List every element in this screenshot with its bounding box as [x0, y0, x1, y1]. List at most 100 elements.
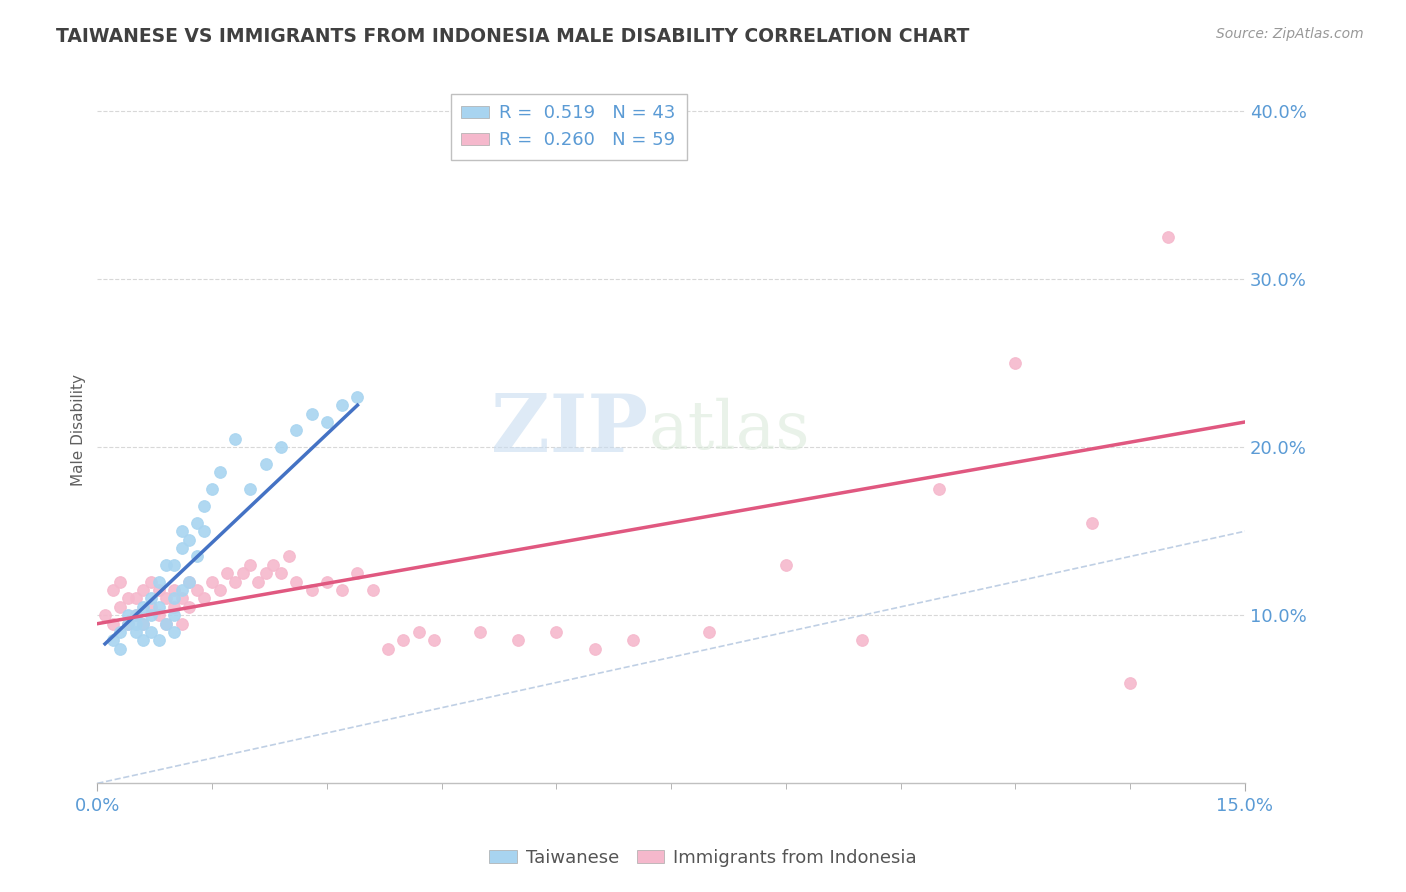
Point	[117, 591, 139, 606]
Point	[232, 566, 254, 581]
Point	[186, 516, 208, 530]
Point	[508, 633, 530, 648]
Point	[315, 574, 337, 589]
Point	[193, 591, 215, 606]
Point	[170, 583, 193, 598]
Point	[239, 558, 262, 572]
Point	[110, 574, 132, 589]
Point	[1157, 230, 1180, 244]
Point	[132, 633, 155, 648]
Point	[139, 599, 162, 614]
Point	[254, 457, 277, 471]
Point	[148, 583, 170, 598]
Point	[193, 499, 215, 513]
Point	[170, 591, 193, 606]
Point	[239, 482, 262, 496]
Point	[247, 574, 270, 589]
Point	[179, 599, 201, 614]
Point	[110, 641, 132, 656]
Point	[163, 591, 186, 606]
Point	[124, 625, 146, 640]
Point	[139, 625, 162, 640]
Point	[301, 407, 323, 421]
Point	[546, 625, 568, 640]
Point	[1004, 356, 1026, 370]
Point	[132, 616, 155, 631]
Point	[208, 466, 231, 480]
Point	[186, 549, 208, 564]
Point	[217, 566, 239, 581]
Text: TAIWANESE VS IMMIGRANTS FROM INDONESIA MALE DISABILITY CORRELATION CHART: TAIWANESE VS IMMIGRANTS FROM INDONESIA M…	[56, 27, 970, 45]
Point	[699, 625, 721, 640]
Point	[179, 533, 201, 547]
Point	[139, 591, 162, 606]
Point	[346, 566, 368, 581]
Point	[179, 574, 201, 589]
Point	[124, 616, 146, 631]
Point	[110, 625, 132, 640]
Point	[468, 625, 491, 640]
Point	[423, 633, 446, 648]
Legend: Taiwanese, Immigrants from Indonesia: Taiwanese, Immigrants from Indonesia	[482, 842, 924, 874]
Point	[148, 599, 170, 614]
Point	[851, 633, 873, 648]
Point	[148, 574, 170, 589]
Text: ZIP: ZIP	[491, 392, 648, 469]
Point	[117, 616, 139, 631]
Point	[148, 608, 170, 623]
Point	[163, 599, 186, 614]
Point	[124, 608, 146, 623]
Point	[208, 583, 231, 598]
Point	[155, 616, 177, 631]
Point	[110, 599, 132, 614]
Point	[139, 608, 162, 623]
Point	[270, 566, 292, 581]
Point	[132, 599, 155, 614]
Point	[301, 583, 323, 598]
Point	[1119, 675, 1142, 690]
Point	[170, 541, 193, 555]
Point	[330, 398, 353, 412]
Point	[277, 549, 299, 564]
Point	[163, 558, 186, 572]
Point	[583, 641, 606, 656]
Point	[201, 482, 224, 496]
Point	[148, 633, 170, 648]
Point	[101, 583, 124, 598]
Point	[155, 591, 177, 606]
Point	[392, 633, 415, 648]
Point	[170, 616, 193, 631]
Legend: R =  0.519   N = 43, R =  0.260   N = 59: R = 0.519 N = 43, R = 0.260 N = 59	[451, 94, 686, 161]
Point	[101, 633, 124, 648]
Point	[315, 415, 337, 429]
Point	[170, 524, 193, 539]
Point	[361, 583, 384, 598]
Point	[124, 591, 146, 606]
Point	[101, 616, 124, 631]
Point	[377, 641, 399, 656]
Point	[193, 524, 215, 539]
Point	[621, 633, 644, 648]
Point	[346, 390, 368, 404]
Point	[179, 574, 201, 589]
Point	[1081, 516, 1104, 530]
Point	[201, 574, 224, 589]
Point	[224, 574, 246, 589]
Point	[330, 583, 353, 598]
Point	[928, 482, 950, 496]
Point	[155, 558, 177, 572]
Point	[262, 558, 284, 572]
Point	[117, 608, 139, 623]
Point	[155, 616, 177, 631]
Point	[186, 583, 208, 598]
Text: Source: ZipAtlas.com: Source: ZipAtlas.com	[1216, 27, 1364, 41]
Point	[775, 558, 797, 572]
Point	[94, 608, 117, 623]
Point	[163, 625, 186, 640]
Point	[254, 566, 277, 581]
Point	[285, 424, 308, 438]
Point	[285, 574, 308, 589]
Point	[124, 608, 146, 623]
Point	[408, 625, 430, 640]
Point	[163, 583, 186, 598]
